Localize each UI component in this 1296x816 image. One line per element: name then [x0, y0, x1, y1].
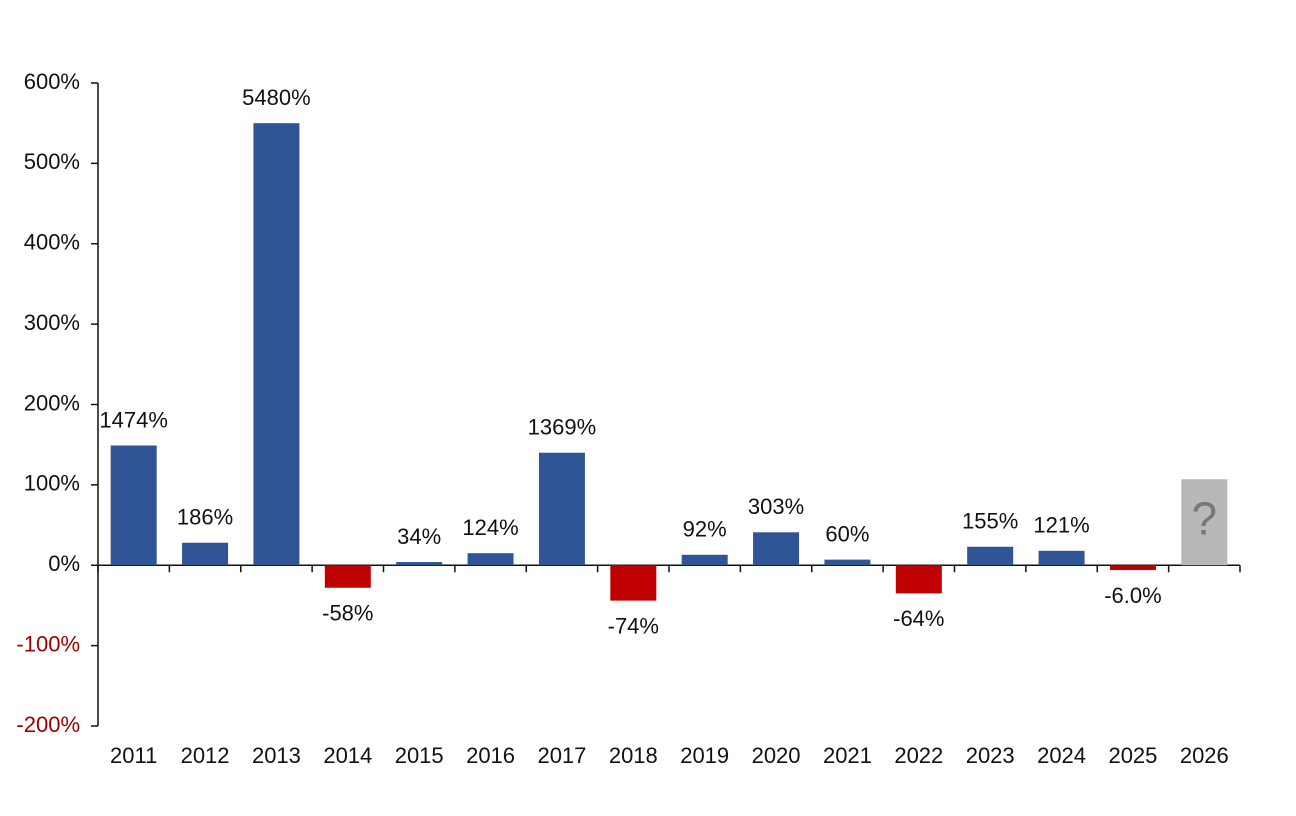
- value-label: 186%: [177, 505, 233, 530]
- bar: [610, 565, 657, 601]
- value-label: -74%: [608, 613, 659, 638]
- bar: [253, 123, 300, 566]
- bar: [967, 546, 1014, 566]
- y-tick-label: 500%: [24, 149, 80, 174]
- value-label: -58%: [322, 601, 373, 626]
- bar: [824, 559, 871, 566]
- bar: [538, 452, 585, 566]
- y-tick-label: 600%: [24, 69, 80, 94]
- value-label: 92%: [683, 517, 727, 542]
- x-tick-label: 2026: [1180, 743, 1229, 768]
- y-tick-label: 400%: [24, 230, 80, 255]
- x-tick-label: 2022: [894, 743, 943, 768]
- bar: [324, 565, 371, 588]
- y-tick-label: 200%: [24, 390, 80, 415]
- value-label: -64%: [893, 606, 944, 631]
- x-tick-label: 2012: [181, 743, 230, 768]
- x-tick-label: 2020: [752, 743, 801, 768]
- bar: [182, 542, 229, 566]
- x-tick-label: 2021: [823, 743, 872, 768]
- y-tick-label: -200%: [16, 712, 80, 737]
- x-tick-label: 2025: [1108, 743, 1157, 768]
- bar: [753, 532, 800, 566]
- value-label: 60%: [825, 521, 869, 546]
- x-tick-label: 2011: [110, 743, 157, 768]
- bar: [895, 565, 942, 594]
- value-label: 155%: [962, 509, 1018, 534]
- x-tick-label: 2015: [395, 743, 444, 768]
- bar: [1109, 565, 1156, 571]
- bar: [110, 445, 157, 566]
- x-tick-label: 2014: [323, 743, 372, 768]
- bar-symbol: ?: [1192, 492, 1218, 544]
- value-label: 34%: [397, 524, 441, 549]
- value-label: 124%: [462, 515, 518, 540]
- value-label: 5480%: [242, 85, 311, 110]
- value-label: 121%: [1033, 513, 1089, 538]
- y-tick-label: 100%: [24, 471, 80, 496]
- x-tick-label: 2017: [537, 743, 586, 768]
- x-tick-label: 2013: [252, 743, 301, 768]
- y-tick-label: 0%: [48, 551, 80, 576]
- x-tick-label: 2019: [680, 743, 729, 768]
- value-label: 1474%: [99, 407, 168, 432]
- y-tick-label: 300%: [24, 310, 80, 335]
- bar: [396, 562, 443, 566]
- bar: [1181, 479, 1228, 566]
- x-tick-label: 2024: [1037, 743, 1086, 768]
- value-label: 303%: [748, 494, 804, 519]
- bar: [467, 553, 514, 566]
- x-tick-label: 2016: [466, 743, 515, 768]
- value-label: 1369%: [528, 415, 597, 440]
- bar: [681, 554, 728, 566]
- x-tick-label: 2023: [966, 743, 1015, 768]
- x-tick-label: 2018: [609, 743, 658, 768]
- value-label: -6.0%: [1104, 583, 1161, 608]
- y-tick-label: -100%: [16, 631, 80, 656]
- bar: [1038, 550, 1085, 566]
